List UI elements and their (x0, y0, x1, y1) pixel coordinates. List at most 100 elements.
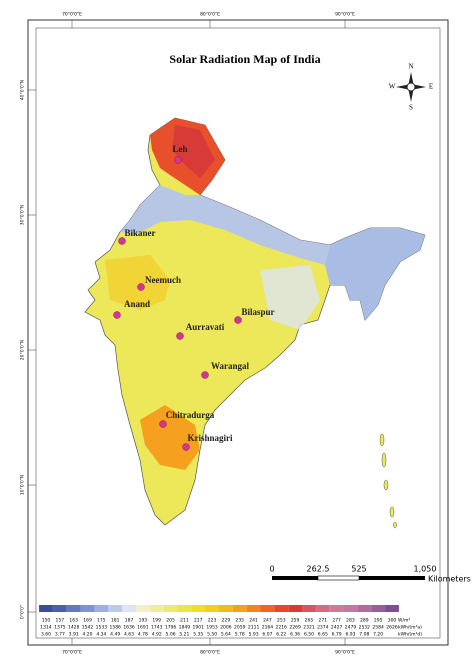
legend-value: 5.93 (249, 632, 259, 638)
legend-value: 1428 (68, 625, 80, 631)
legend-value: 2532 (359, 625, 371, 631)
legend-swatch (39, 605, 53, 612)
legend-value: 295 (374, 618, 383, 624)
legend-swatch (219, 605, 233, 612)
legend-value: 5.78 (235, 632, 245, 638)
legend-swatch (205, 605, 219, 612)
graticule-label: 80°0'0"E (200, 650, 220, 656)
legend-value: 2626 (386, 625, 398, 631)
legend-value: 5.50 (207, 632, 217, 638)
legend-swatch (191, 605, 206, 612)
legend-value: 6.93 (345, 632, 355, 638)
south-hot (140, 405, 200, 470)
legend-swatch (122, 605, 136, 612)
legend-value: 1796 (165, 625, 177, 631)
legend-value: 1533 (96, 625, 108, 631)
legend-value: 150 (42, 618, 51, 624)
legend-value: 7.20 (373, 632, 383, 638)
legend-value: 1542 (82, 625, 94, 631)
legend-value: 6.36 (290, 632, 300, 638)
legend-value: 3.91 (69, 632, 79, 638)
city-label: Bikaner (124, 228, 155, 238)
compass-s: S (409, 104, 413, 112)
legend-value: 181 (111, 618, 120, 624)
legend-value: 3.60 (41, 632, 51, 638)
legend-value: 4.20 (83, 632, 93, 638)
city-label: Neemuch (145, 275, 181, 285)
legend-value: 2584 (372, 625, 384, 631)
graticule-label: 40°0'0"N (20, 80, 26, 100)
legend-value: 211 (180, 618, 189, 624)
legend-value: 229 (222, 618, 231, 624)
legend-value: 6.07 (262, 632, 272, 638)
legend-value: 157 (56, 618, 65, 624)
city-label: Chitradurga (166, 410, 215, 420)
legend-value: 4.78 (138, 632, 148, 638)
legend-value: 4.92 (152, 632, 162, 638)
city-label: Bilaspur (241, 307, 274, 317)
legend-value: 3.77 (55, 632, 65, 638)
legend-swatch (274, 605, 289, 612)
graticule-label: 0°0'0" (20, 605, 26, 619)
islands (379, 433, 397, 529)
legend-value: 241 (249, 618, 258, 624)
graticule-label: 80°0'0"E (200, 12, 220, 18)
legend-value: 265 (305, 618, 314, 624)
legend-swatch (232, 605, 247, 612)
legend-value: 4.63 (124, 632, 134, 638)
legend-swatch (135, 605, 150, 612)
legend-value: 199 (152, 618, 161, 624)
legend-value: 1586 (109, 625, 121, 631)
legend-value: 277 (332, 618, 341, 624)
scale-label: 0 (269, 565, 274, 574)
legend-value: 2269 (289, 625, 301, 631)
city-marker (159, 420, 167, 428)
city-label: Warangal (211, 361, 250, 371)
legend-value: 1314 (40, 625, 52, 631)
city-marker (174, 156, 182, 164)
city-marker (234, 316, 242, 324)
graticule-label: 30°0'0"N (20, 205, 26, 225)
scale-label: 1,050 (414, 565, 437, 574)
legend-value: 6.50 (304, 632, 314, 638)
legend-value: 4.49 (110, 632, 120, 638)
legend-value: 193 (139, 618, 148, 624)
legend-value: 2216 (276, 625, 288, 631)
east-cool (260, 265, 320, 330)
legend-value: 1691 (137, 625, 149, 631)
legend-unit: W/m² (398, 618, 410, 624)
legend-value: 1375 (54, 625, 66, 631)
graticule-label: 70°0'0"E (62, 12, 82, 18)
legend-value: 235 (235, 618, 244, 624)
legend-value: 4.34 (96, 632, 106, 638)
legend-value: 2427 (331, 625, 343, 631)
legend-value: 6.22 (276, 632, 286, 638)
compass-n: N (408, 63, 413, 71)
legend-value: 187 (125, 618, 134, 624)
legend-swatch (108, 605, 123, 612)
legend-swatch (302, 605, 316, 612)
city-marker (137, 283, 145, 291)
legend-value: 247 (263, 618, 272, 624)
legend-value: 205 (166, 618, 175, 624)
graticule-label: 70°0'0"E (62, 650, 82, 656)
legend-value: 2321 (303, 625, 315, 631)
legend-value: 163 (69, 618, 78, 624)
legend-swatch (385, 605, 399, 612)
legend-value: 6.65 (318, 632, 328, 638)
scale-bar (272, 575, 425, 581)
city-marker (182, 443, 190, 451)
legend-value: 5.35 (193, 632, 203, 638)
legend-value: 223 (208, 618, 217, 624)
compass-e: E (429, 83, 433, 91)
legend-swatch (163, 605, 178, 612)
city-marker (201, 371, 209, 379)
city-marker (176, 332, 184, 340)
legend-value: 7.08 (359, 632, 369, 638)
legend-swatch (329, 605, 344, 612)
legend-swatch (343, 605, 358, 612)
legend-value: 283 (346, 618, 355, 624)
legend-value: 5.64 (221, 632, 231, 638)
legend-value: 1636 (123, 625, 135, 631)
